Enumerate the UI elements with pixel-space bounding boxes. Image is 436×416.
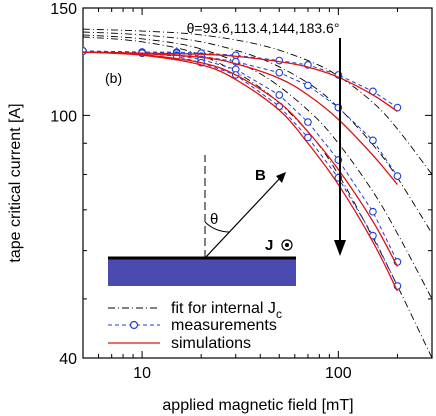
y-axis-label: tape critical current [A] [7,103,24,262]
plot-frame [82,7,433,359]
measurement-point [83,47,87,55]
current-dot-icon [281,239,293,251]
legend-label-fit: fit for internal Jc [171,300,282,321]
measurement-point [369,207,377,216]
measurement-point [304,81,312,90]
simulation-line-10 [83,51,399,267]
measurement-point [393,172,402,180]
field-arrowhead [276,172,286,183]
measurement-line-5 [83,50,398,177]
legend-label-simulations: simulations [171,335,251,352]
measurement-point [275,91,284,99]
simulation-line-11 [83,51,399,292]
legend-label-fit-subscript: c [276,307,282,321]
inset-schematic: B θ J [108,155,296,286]
legend: fit for internal Jc measurements simulat… [108,300,282,352]
field-vector [204,175,283,259]
simulation-line-9 [83,51,398,185]
x-axis-label: applied magnetic field [mT] [162,397,353,414]
y-tick-label: 40 [59,351,77,368]
y-tick-label: 150 [50,1,77,18]
measurement-line-4 [83,50,398,108]
angle-symbol: θ [210,211,218,228]
measurement-line-6 [83,50,398,263]
x-tick-label: 10 [133,365,151,382]
increasing-angle-arrow [334,38,346,256]
simulation-line-8 [83,51,398,112]
angle-annotation: θ=93.6,113.4,144,183.6° [187,20,340,36]
measurement-line-7 [83,50,398,287]
axis-ticks: 10 100 40 100 150 [50,1,433,382]
measurement-point [275,56,284,65]
field-label: B [255,167,266,184]
current-dot-center [285,243,289,247]
y-tick-label: 100 [50,108,77,125]
legend-marker-measurements [129,320,139,330]
angle-arc [204,221,231,233]
measurement-point [231,51,240,60]
fit-line-0 [83,28,432,175]
fit-line-1 [83,31,432,234]
measurement-point [304,118,312,126]
tape-body [108,259,296,286]
measurement-point [369,136,377,145]
current-label: J [265,237,273,254]
legend-label-measurements: measurements [171,317,277,334]
panel-label: (b) [105,70,122,86]
x-tick-label: 100 [325,365,352,382]
fit-line-2 [83,34,432,300]
measurement-point [304,133,312,142]
measurement-point [275,68,284,77]
series-group [83,28,432,358]
